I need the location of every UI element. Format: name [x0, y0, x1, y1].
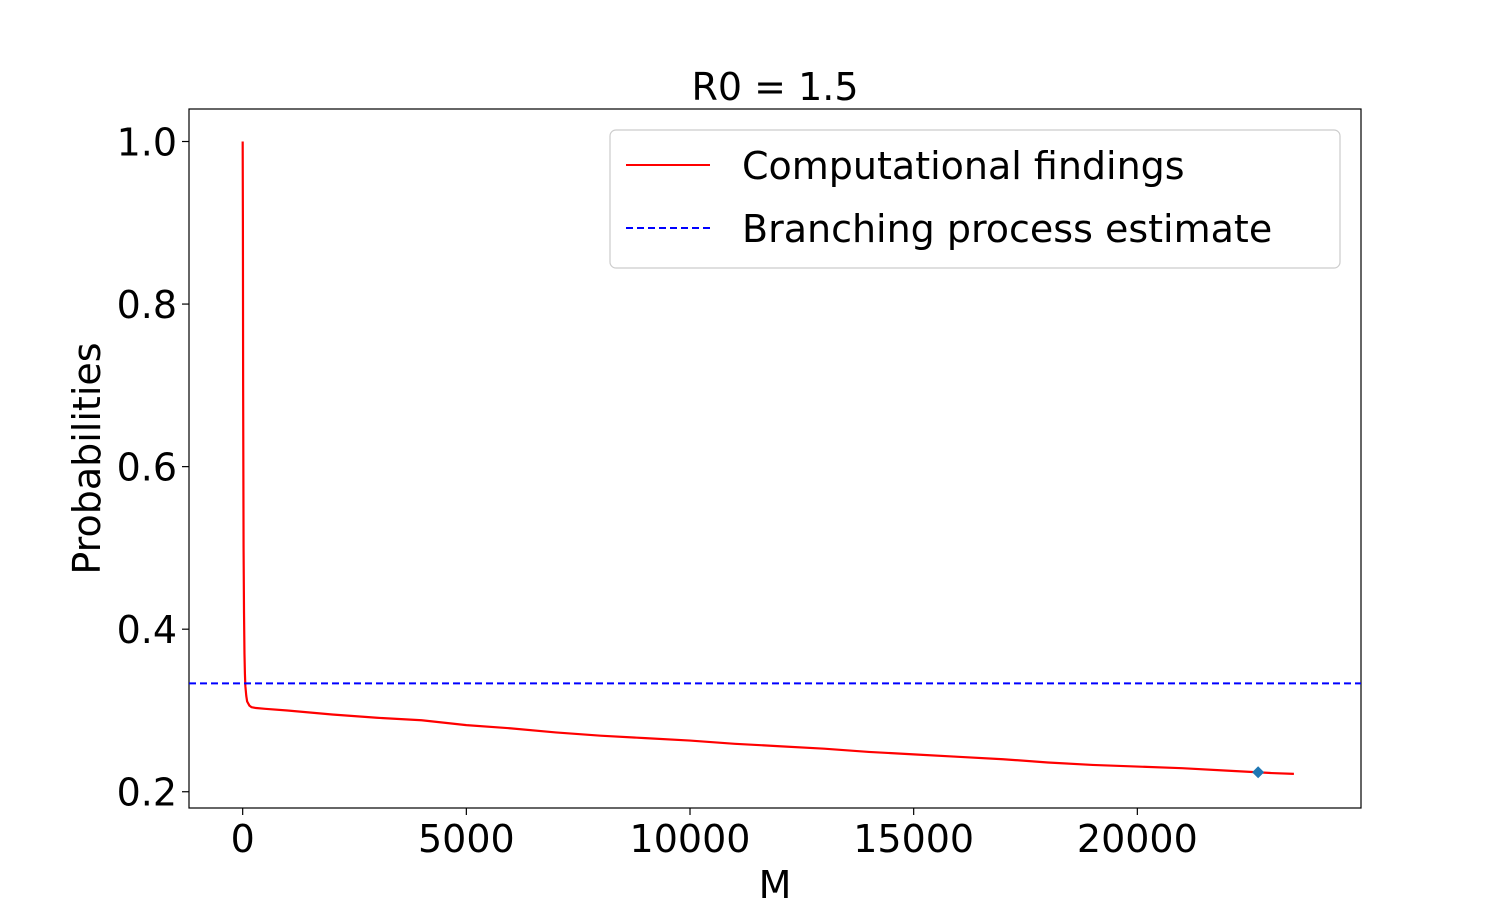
- y-axis-label: Probabilities: [65, 342, 109, 574]
- x-tick-label: 0: [231, 817, 255, 861]
- y-tick-label: 0.2: [117, 771, 177, 815]
- marker-diamond: [1252, 766, 1265, 779]
- x-axis: 0 5000 10000 15000 20000: [231, 808, 1198, 861]
- x-tick-label: 20000: [1077, 817, 1198, 861]
- x-tick-label: 5000: [418, 817, 515, 861]
- y-axis: 0.2 0.4 0.6 0.8 1.0: [117, 121, 189, 815]
- legend-label-computational-findings: Computational findings: [742, 144, 1185, 188]
- y-tick-label: 0.8: [117, 283, 177, 327]
- chart-title: R0 = 1.5: [691, 65, 858, 109]
- y-tick-label: 0.4: [117, 608, 177, 652]
- series-layer: [189, 141, 1361, 775]
- legend: Computational findings Branching process…: [609, 129, 1341, 269]
- x-tick-label: 15000: [853, 817, 974, 861]
- series-line-computational-findings: [241, 141, 1294, 775]
- plot-frame: [188, 108, 1362, 809]
- legend-label-branching-process-estimate: Branching process estimate: [742, 207, 1272, 251]
- x-axis-label: M: [759, 863, 792, 907]
- y-tick-label: 0.6: [117, 446, 177, 490]
- y-tick-label: 1.0: [117, 121, 177, 165]
- legend-box: [609, 129, 1341, 269]
- marker-layer: [1252, 766, 1265, 779]
- x-tick-label: 10000: [630, 817, 751, 861]
- plot-area: [188, 108, 1362, 809]
